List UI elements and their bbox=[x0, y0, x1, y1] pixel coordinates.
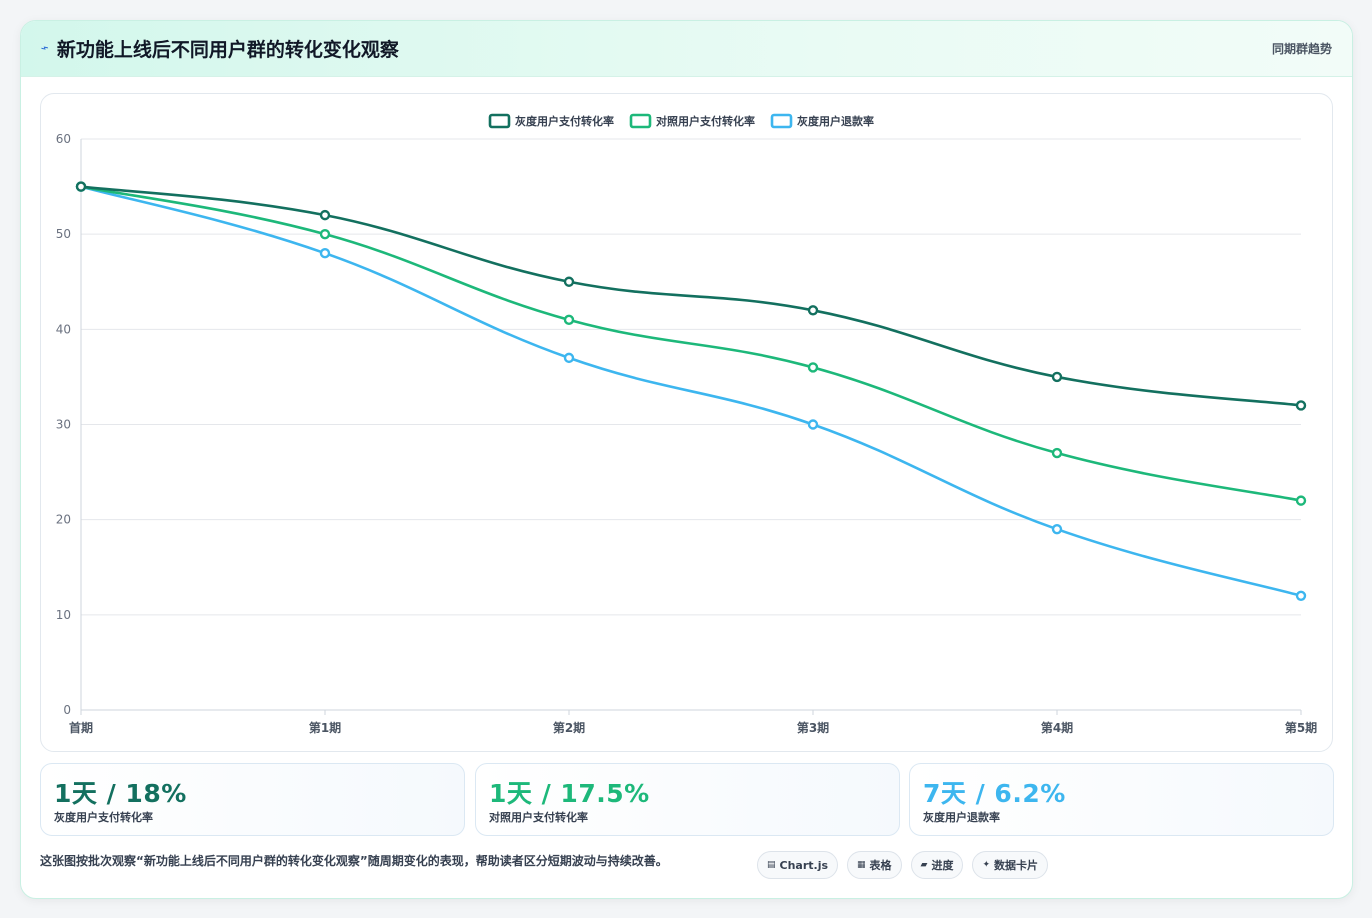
title-wrap: ⌁ 新功能上线后不同用户群的转化变化观察 bbox=[38, 35, 399, 62]
data-point bbox=[807, 305, 819, 316]
legend-label: 灰度用户退款率 bbox=[797, 114, 874, 128]
data-point bbox=[563, 276, 575, 287]
data-point bbox=[319, 228, 331, 240]
kpi-label: 灰度用户支付转化率 bbox=[54, 811, 153, 824]
y-tick-label: 30 bbox=[56, 418, 71, 432]
kpi-value: 7天 / 6.2% bbox=[923, 779, 1066, 808]
chart-container: 0 10 20 30 40 50 60 首期 第1期 第2期 第3期 第4期 第5期 灰度用户支付转化率 对… bbox=[40, 93, 1333, 752]
table-icon: ▦ bbox=[857, 860, 866, 870]
data-point bbox=[807, 362, 819, 373]
series-line bbox=[80, 185, 1302, 407]
legend-swatch bbox=[629, 113, 652, 129]
kpi-card: 1天 / 18% 灰度用户支付转化率 bbox=[40, 763, 465, 836]
kpi-row: 1天 / 18% 灰度用户支付转化率 1天 / 17.5% 对照用户支付转化率 … bbox=[40, 763, 1334, 836]
chart-icon: ▤ bbox=[767, 860, 776, 870]
series-line bbox=[80, 185, 1302, 502]
tag-label: 数据卡片 bbox=[994, 859, 1039, 872]
x-tick-label: 首期 bbox=[69, 720, 93, 735]
kpi-label: 对照用户支付转化率 bbox=[489, 811, 588, 824]
x-tick-label: 第3期 bbox=[797, 720, 829, 735]
progress-icon: ▰ bbox=[920, 860, 928, 870]
data-point bbox=[563, 352, 575, 364]
legend-swatch bbox=[770, 113, 793, 129]
chart-card: ⌁ 新功能上线后不同用户群的转化变化观察 同期群趋势 0 10 20 30 40 50 60… bbox=[20, 20, 1353, 899]
legend-label: 灰度用户支付转化率 bbox=[515, 114, 614, 128]
lightning-icon: ⌁ bbox=[38, 40, 52, 57]
data-point bbox=[1295, 590, 1307, 601]
tag-label: 进度 bbox=[931, 859, 954, 872]
data-point bbox=[319, 209, 331, 221]
data-point bbox=[75, 181, 87, 192]
tag-label: Chart.js bbox=[779, 858, 829, 872]
y-tick-label: 60 bbox=[56, 132, 71, 146]
data-point bbox=[1295, 400, 1307, 411]
kpi-value: 1天 / 17.5% bbox=[489, 779, 650, 808]
card-header: ⌁ 新功能上线后不同用户群的转化变化观察 同期群趋势 bbox=[21, 21, 1352, 77]
legend-swatch bbox=[488, 113, 511, 129]
tag-label: 表格 bbox=[869, 859, 892, 872]
tag-table[interactable]: ▦ 表格 bbox=[847, 851, 902, 879]
y-tick-label: 10 bbox=[56, 608, 71, 622]
page-title: 新功能上线后不同用户群的转化变化观察 bbox=[56, 39, 399, 61]
tag-data-card[interactable]: ✦ 数据卡片 bbox=[972, 851, 1049, 879]
y-tick-label: 20 bbox=[56, 513, 71, 527]
kpi-value: 1天 / 18% bbox=[54, 779, 187, 808]
tag-progress[interactable]: ▰ 进度 bbox=[910, 851, 964, 879]
data-point bbox=[1051, 523, 1063, 535]
x-tick-label: 第2期 bbox=[553, 720, 585, 735]
data-point bbox=[1051, 371, 1063, 383]
tag-chartjs[interactable]: ▤ Chart.js bbox=[757, 851, 839, 879]
chart-description: 这张图按批次观察“新功能上线后不同用户群的转化变化观察”随周期变化的表现，帮助读… bbox=[40, 854, 668, 868]
kpi-label: 灰度用户退款率 bbox=[923, 811, 1000, 824]
y-tick-label: 40 bbox=[56, 322, 71, 336]
sparkle-icon: ✦ bbox=[982, 860, 991, 870]
line-chart: 0 10 20 30 40 50 60 首期 第1期 第2期 第3期 第4期 第5期 灰度用户支付转化率 对… bbox=[56, 113, 1317, 735]
header-badge: 同期群趋势 bbox=[1271, 42, 1332, 56]
x-tick-label: 第5期 bbox=[1285, 720, 1317, 735]
x-tick-label: 第1期 bbox=[309, 720, 341, 735]
y-tick-label: 50 bbox=[56, 227, 71, 241]
x-tick-label: 第4期 bbox=[1041, 720, 1073, 735]
data-point bbox=[1051, 447, 1063, 459]
data-point bbox=[1295, 495, 1307, 506]
tag-list: ▤ Chart.js ▦ 表格 ▰ 进度 ✦ 数据卡片 bbox=[757, 851, 1049, 879]
kpi-card: 7天 / 6.2% 灰度用户退款率 bbox=[909, 763, 1334, 836]
y-tick-label: 0 bbox=[63, 703, 71, 717]
data-point bbox=[319, 247, 331, 259]
data-point bbox=[563, 314, 575, 326]
data-point bbox=[807, 419, 819, 430]
legend-label: 对照用户支付转化率 bbox=[656, 114, 755, 128]
series-line bbox=[80, 185, 1302, 598]
kpi-card: 1天 / 17.5% 对照用户支付转化率 bbox=[475, 763, 900, 836]
